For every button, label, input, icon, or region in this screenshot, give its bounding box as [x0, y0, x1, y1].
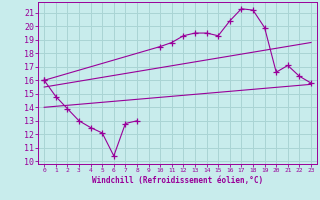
X-axis label: Windchill (Refroidissement éolien,°C): Windchill (Refroidissement éolien,°C) [92, 176, 263, 185]
